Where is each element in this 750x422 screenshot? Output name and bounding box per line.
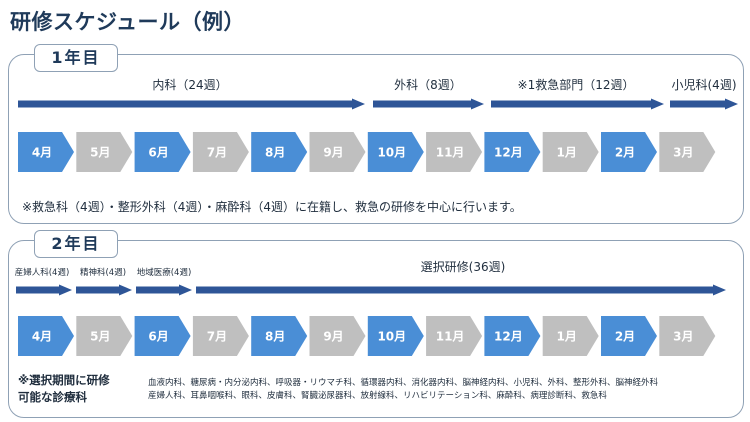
y2-month-chevron	[76, 316, 133, 356]
specialties-list: 血液内科、糖尿病・内分泌内科、呼吸器・リウマチ科、循環器内科、消化器内科、脳神経…	[148, 377, 658, 403]
y1-month-chevron	[309, 132, 366, 172]
y1-arrow-emergency	[491, 98, 664, 110]
y1-month-label: 12月	[494, 146, 523, 160]
y1-month-label: 3月	[673, 146, 693, 160]
y2-month-label: 8月	[265, 330, 285, 344]
year2-note: ※選択期間に研修 可能な診療科	[18, 372, 110, 406]
y1-month-label: 9月	[323, 146, 343, 160]
y1-arrow-label-emergency: ※1救急部門（12週）	[518, 77, 635, 92]
y1-arrow-label-pediatrics: 小児科(4週)	[672, 78, 737, 92]
y2-month-label: 6月	[148, 330, 168, 344]
y1-month-label: 10月	[377, 146, 406, 160]
y2-month-label: 7月	[207, 330, 227, 344]
specialties-line2: 産婦人科、耳鼻咽喉科、眼科、皮膚科、腎臓泌尿器科、放射線科、リハビリテーション科…	[148, 391, 607, 401]
y2-month-chevron	[251, 316, 308, 356]
y1-month-chevron	[484, 132, 541, 172]
y2-month-chevron	[601, 316, 657, 356]
y2-arrow-label-obgyn: 産婦人科(4週)	[15, 267, 70, 278]
y1-month-chevron	[659, 132, 716, 172]
year2-note-line1: ※選択期間に研修	[18, 373, 110, 387]
y1-month-chevron	[18, 132, 74, 172]
y1-month-chevron	[542, 132, 599, 172]
year1-note: ※救急科（4週）・整形外科（4週）・麻酔科（4週）に在籍し、救急の研修を中心に行…	[22, 200, 522, 214]
y2-month-label: 5月	[90, 330, 110, 344]
y2-arrow-label-elective: 選択研修(36週)	[421, 259, 506, 274]
y2-arrow-label-psychiatry: 精神科(4週)	[80, 267, 126, 278]
y2-arrow-elective	[196, 284, 726, 296]
y2-month-label: 12月	[494, 330, 523, 344]
y1-arrow-internal	[18, 98, 365, 110]
y1-arrow-label-internal: 内科（24週）	[152, 78, 227, 92]
y2-month-chevron	[192, 316, 249, 356]
y2-month-chevron	[134, 316, 191, 356]
y2-arrow-psychiatry	[76, 284, 132, 296]
y2-month-label: 3月	[673, 330, 693, 344]
year1-tab: 1年目	[34, 44, 118, 72]
y1-month-label: 6月	[148, 146, 168, 160]
y2-month-chevron	[18, 316, 74, 356]
y2-month-label: 11月	[436, 330, 465, 344]
y2-arrow-label-community: 地域医療(4週)	[137, 267, 192, 278]
y1-month-chevron	[76, 132, 133, 172]
y2-month-chevron	[367, 316, 424, 356]
y1-arrow-label-surgery: 外科（8週）	[394, 78, 462, 92]
y1-month-chevron	[601, 132, 657, 172]
y2-month-label: 1月	[557, 330, 577, 344]
y1-month-chevron	[192, 132, 249, 172]
y2-month-label: 2月	[615, 330, 635, 344]
y1-month-chevron	[251, 132, 308, 172]
y2-month-label: 10月	[377, 330, 406, 344]
y2-month-chevron	[659, 316, 716, 356]
y2-month-chevron	[309, 316, 366, 356]
page-title: 研修スケジュール（例）	[10, 10, 246, 34]
y1-month-chevron	[426, 132, 483, 172]
y1-arrow-surgery	[373, 98, 484, 110]
y2-month-chevron	[484, 316, 541, 356]
specialties-line1: 血液内科、糖尿病・内分泌内科、呼吸器・リウマチ科、循環器内科、消化器内科、脳神経…	[148, 378, 659, 388]
y2-month-chevron	[542, 316, 599, 356]
y1-month-label: 1月	[557, 146, 577, 160]
y1-month-label: 4月	[32, 146, 52, 160]
y1-month-label: 11月	[436, 146, 465, 160]
y1-month-label: 8月	[265, 146, 285, 160]
y1-month-label: 7月	[207, 146, 227, 160]
year2-tab: 2年目	[34, 230, 118, 258]
y2-arrow-obgyn	[16, 284, 72, 296]
y2-month-label: 9月	[323, 330, 343, 344]
y1-month-chevron	[134, 132, 191, 172]
y1-month-label: 2月	[615, 146, 635, 160]
y2-arrow-community	[136, 284, 192, 296]
y1-arrow-pediatrics	[670, 98, 738, 110]
y1-month-chevron	[367, 132, 424, 172]
y2-month-chevron	[426, 316, 483, 356]
y2-month-label: 4月	[32, 330, 52, 344]
year2-note-line2: 可能な診療科	[18, 390, 87, 404]
y1-month-label: 5月	[90, 146, 110, 160]
